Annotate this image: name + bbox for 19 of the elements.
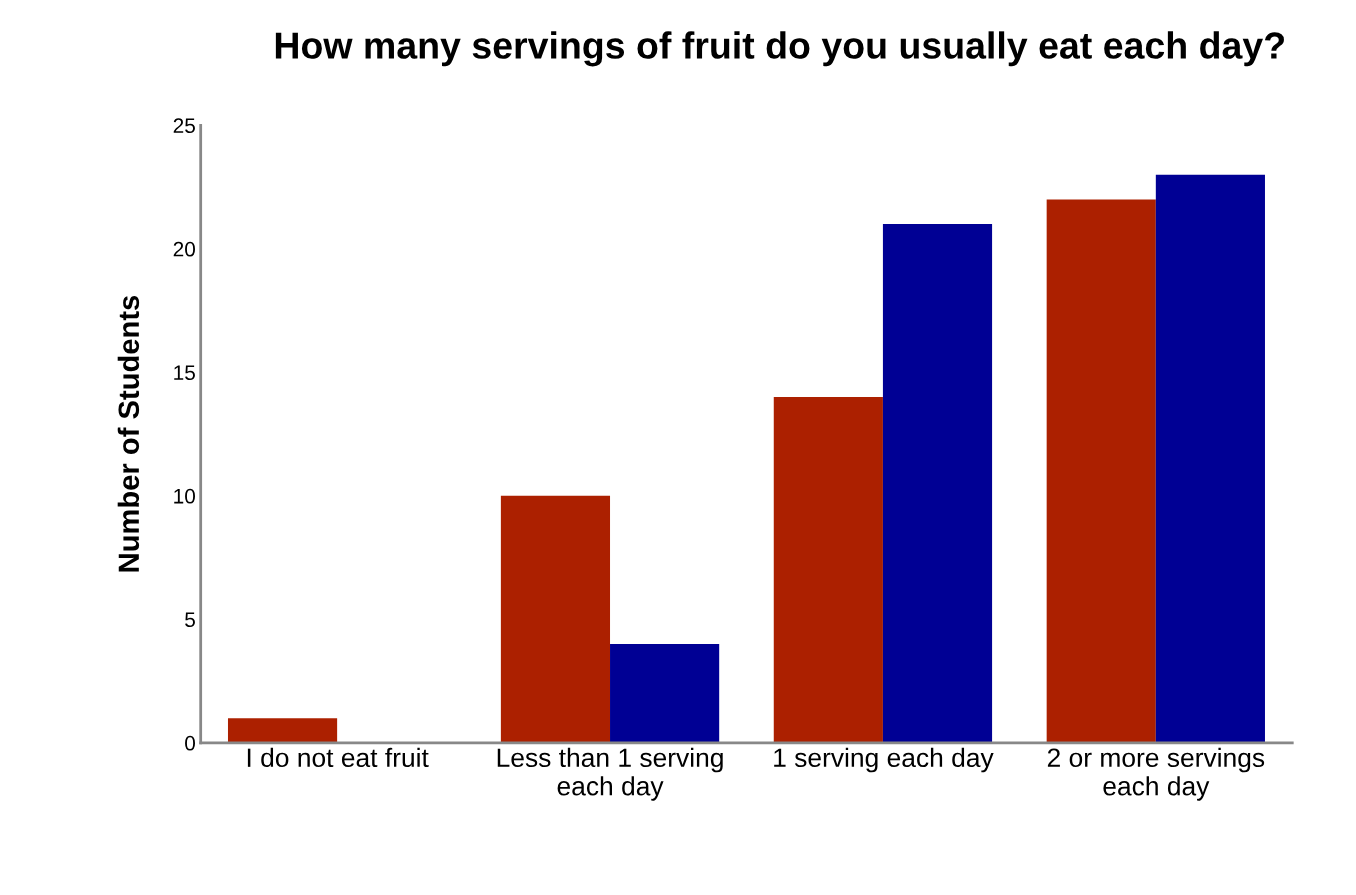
- y-tick-label: 15: [174, 365, 195, 381]
- x-tick-label: Less than 1 serving each day: [497, 747, 723, 801]
- y-tick-label: 25: [173, 118, 195, 134]
- bar: [1046, 199, 1156, 743]
- y-tick-label: 5: [185, 612, 195, 628]
- y-axis-title: Number of Students: [117, 295, 140, 572]
- x-tick-label: 1 serving each day: [774, 747, 994, 773]
- bar: [773, 397, 883, 743]
- bar: [1155, 174, 1265, 743]
- bar: [500, 495, 611, 743]
- y-tick-label: 10: [174, 488, 196, 504]
- y-tick-label: 0: [185, 735, 196, 751]
- y-tick-label: 20: [173, 241, 196, 257]
- bar: [610, 644, 720, 743]
- bar: [227, 718, 338, 743]
- bar: [882, 224, 993, 743]
- chart-title: How many servings of fruit do you usually eat each day?: [275, 31, 1284, 67]
- x-tick-label: I do not eat fruit: [247, 747, 429, 768]
- x-tick-label: 2 or more servings each day: [1047, 747, 1265, 801]
